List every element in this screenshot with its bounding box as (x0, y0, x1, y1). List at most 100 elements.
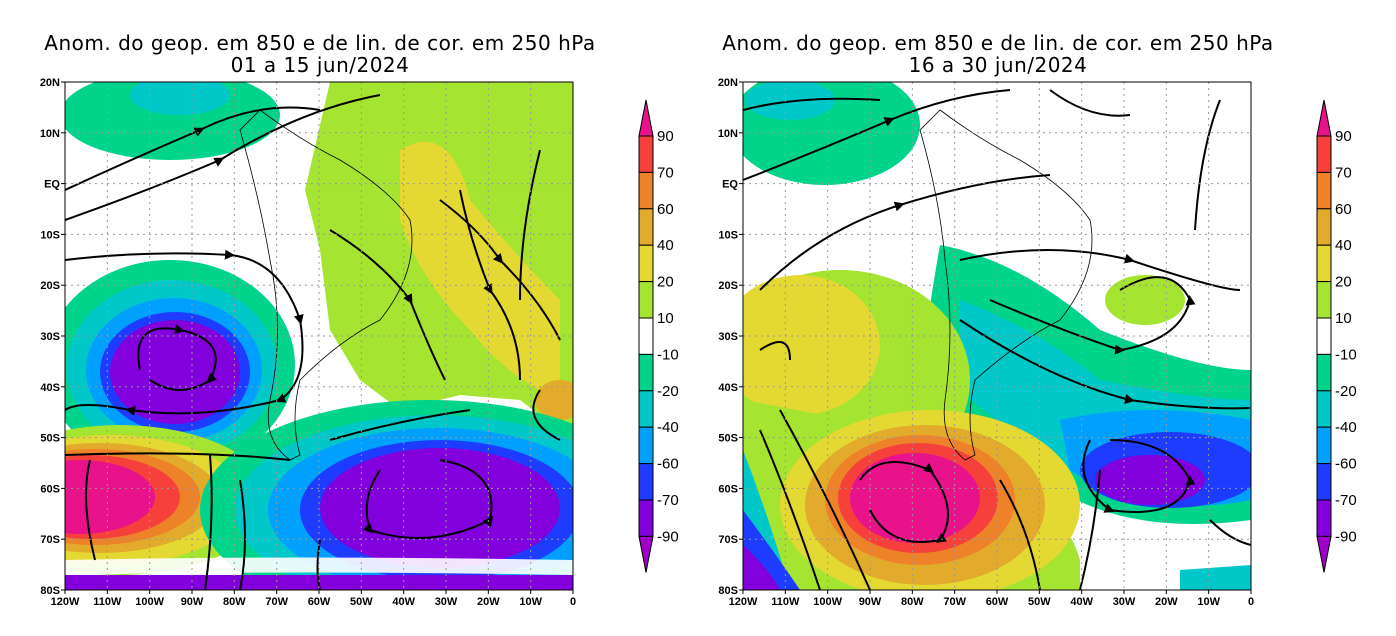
colorbar-swatch (1316, 171, 1332, 210)
lon-label: 0 (1248, 596, 1254, 608)
anomaly-area (130, 82, 230, 115)
streamlines (65, 94, 561, 590)
lat-label: EQ (722, 179, 738, 191)
colorbar-swatch (638, 135, 654, 173)
right-title: Anom. do geop. em 850 e de lin. de cor. … (688, 32, 1308, 76)
lat-label: 80S (718, 585, 738, 597)
colorbar-swatch (1316, 317, 1332, 355)
colorbar-min-arrow (1316, 535, 1332, 573)
lat-label: 20N (718, 77, 738, 89)
lat-label: 10N (718, 128, 738, 140)
lat-label: 20S (40, 280, 60, 292)
colorbar-label: 60 (657, 201, 674, 218)
lat-label: 60S (40, 483, 60, 495)
lat-label: 20S (718, 280, 738, 292)
lon-label: 50W (1028, 596, 1051, 608)
colorbar-label: 60 (1335, 201, 1352, 218)
lat-label: 70S (718, 534, 738, 546)
colorbar-swatch (638, 463, 654, 501)
lon-label: 100W (813, 596, 842, 608)
colorbar-max-arrow (1316, 99, 1332, 137)
lon-label: 30W (1113, 596, 1136, 608)
right-colorbar: 90 70 60 40 20 10 -10 -20 -40 -60 -70 -90 (1316, 99, 1357, 573)
colorbar-swatch (638, 244, 654, 283)
lat-label: 10S (718, 229, 738, 241)
colorbar-swatch (1316, 426, 1332, 465)
lon-label: 100W (135, 596, 164, 608)
colorbar-label: 20 (1335, 274, 1352, 291)
colorbar-label: 10 (1335, 310, 1352, 327)
left-title: Anom. do geop. em 850 e de lin. de cor. … (10, 32, 630, 76)
lon-label: 120W (51, 596, 80, 608)
lon-label: 120W (729, 596, 758, 608)
right-map-field (743, 82, 1251, 590)
colorbar-label: 90 (1335, 128, 1352, 145)
lat-label: 30S (40, 331, 60, 343)
colorbar-swatch (1316, 135, 1332, 173)
colorbar-label: -70 (657, 492, 679, 509)
colorbar-label: 40 (1335, 237, 1352, 254)
colorbar-label: 20 (657, 274, 674, 291)
right-title-line2: 16 a 30 jun/2024 (908, 53, 1088, 77)
colorbar-label: -60 (1335, 456, 1357, 473)
colorbar-swatch (638, 499, 654, 537)
lon-label: 10W (1197, 596, 1220, 608)
lon-label: 0 (570, 596, 576, 608)
anomaly-area (400, 141, 560, 400)
lon-label: 70W (265, 596, 288, 608)
lon-label: 110W (771, 596, 800, 608)
left-colorbar: 90 70 60 40 20 10 -10 -20 -40 -60 -70 -90 (638, 99, 679, 573)
lat-label: 40S (718, 382, 738, 394)
left-map-field (65, 82, 573, 590)
lon-label: 80W (901, 596, 924, 608)
colorbar-label: -90 (1335, 528, 1357, 545)
lon-label: 40W (392, 596, 415, 608)
colorbar-swatch (638, 281, 654, 319)
colorbar-swatch (1316, 353, 1332, 392)
lon-label: 110W (93, 596, 122, 608)
lon-label: 40W (1070, 596, 1093, 608)
colorbar-swatch (638, 353, 654, 392)
lat-label: 50S (718, 433, 738, 445)
left-map-grid (65, 82, 573, 590)
colorbar-label: -20 (657, 383, 679, 400)
colorbar-label: -10 (657, 346, 679, 363)
colorbar-swatch (1316, 463, 1332, 501)
lat-label: 40S (40, 382, 60, 394)
colorbar-label: -20 (1335, 383, 1357, 400)
colorbar-label: 90 (657, 128, 674, 145)
colorbar-max-arrow (638, 99, 654, 137)
colorbar-swatch (638, 208, 654, 246)
lon-label: 60W (308, 596, 331, 608)
colorbar-swatch (1316, 244, 1332, 283)
lat-label: 10N (40, 128, 60, 140)
lat-label: 30S (718, 331, 738, 343)
colorbar-swatch (638, 426, 654, 465)
colorbar-label: -60 (657, 456, 679, 473)
lat-label: EQ (44, 179, 60, 191)
right-map-grid (743, 82, 1251, 590)
colorbar-label: -40 (657, 419, 679, 436)
colorbar-label: -40 (1335, 419, 1357, 436)
lon-label: 60W (986, 596, 1009, 608)
lon-label: 70W (943, 596, 966, 608)
lon-label: 50W (350, 596, 373, 608)
left-title-line2: 01 a 15 jun/2024 (230, 53, 410, 77)
lat-label: 10S (40, 229, 60, 241)
lat-label: 20N (40, 77, 60, 89)
colorbar-label: -90 (657, 528, 679, 545)
lat-label: 50S (40, 433, 60, 445)
colorbar-swatch (1316, 281, 1332, 319)
colorbar-label: 10 (657, 310, 674, 327)
lat-label: 80S (40, 585, 60, 597)
colorbar-swatch (638, 317, 654, 355)
colorbar-label: 70 (1335, 164, 1352, 181)
lat-label: 70S (40, 534, 60, 546)
lon-label: 90W (181, 596, 204, 608)
anomaly-area (535, 380, 573, 420)
lon-label: 30W (435, 596, 458, 608)
colorbar-min-arrow (638, 535, 654, 573)
